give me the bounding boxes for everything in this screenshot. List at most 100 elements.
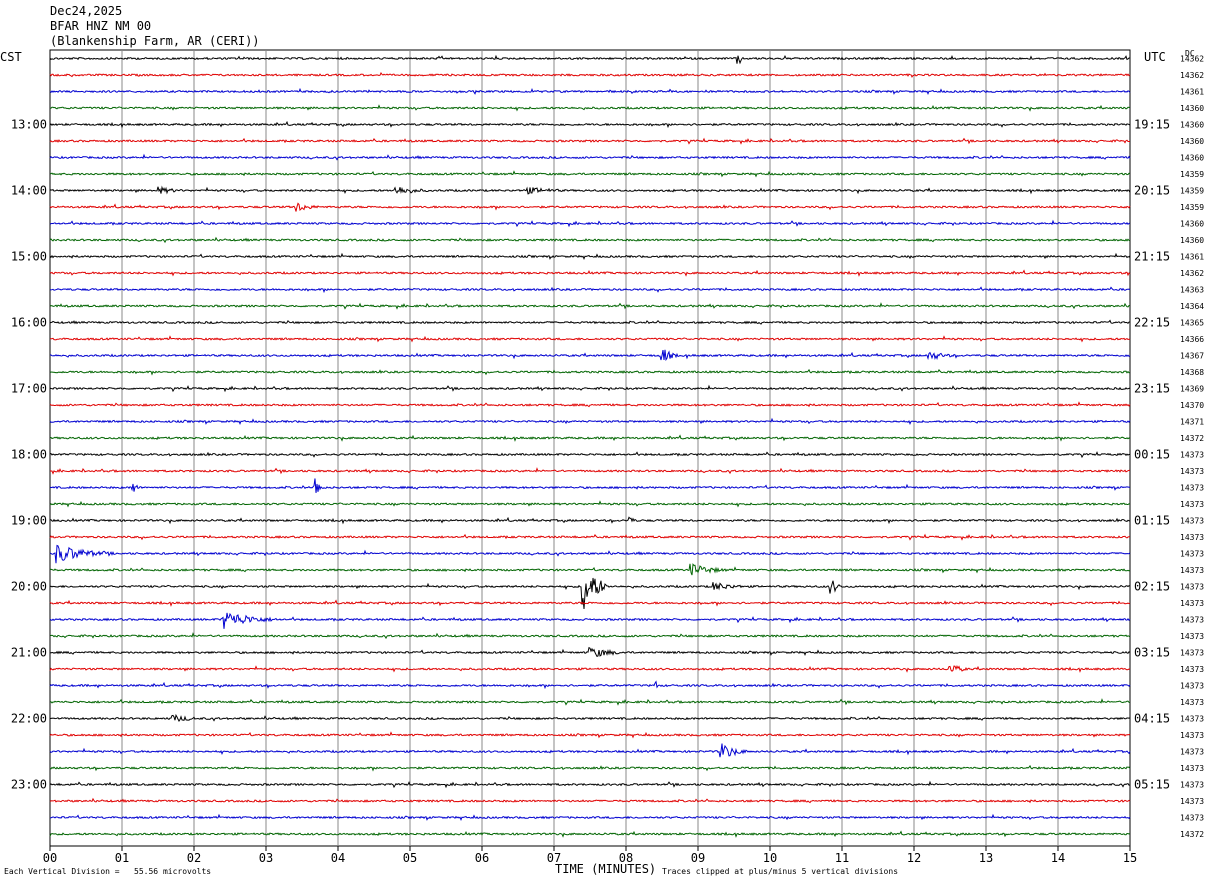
x-tick-label: 03 xyxy=(259,851,273,865)
trace-row xyxy=(49,54,1130,65)
dc-offset-label: 14373 xyxy=(1180,797,1204,806)
plot-frame xyxy=(49,49,1131,847)
trace-row xyxy=(49,764,1131,772)
dc-offset-label: 14360 xyxy=(1180,121,1204,130)
left-hour-label: 16:00 xyxy=(11,316,47,330)
dc-offset-label: 14372 xyxy=(1180,434,1204,443)
trace-row xyxy=(49,612,1131,629)
dc-offset-label: 14373 xyxy=(1180,781,1204,790)
left-hour-label: 22:00 xyxy=(11,712,47,726)
right-hour-label: 23:15 xyxy=(1134,382,1170,396)
x-tick-label: 15 xyxy=(1123,851,1137,865)
dc-offset-label: 14372 xyxy=(1180,830,1204,839)
dc-offset-label: 14373 xyxy=(1180,616,1204,625)
x-tick-label: 00 xyxy=(43,851,57,865)
trace-row xyxy=(49,533,1130,541)
dc-offset-label: 14373 xyxy=(1180,550,1204,559)
trace-row xyxy=(50,170,1131,178)
trace-row xyxy=(49,335,1131,343)
trace-row xyxy=(49,813,1131,822)
trace-row xyxy=(49,713,1131,722)
dc-offset-label: 14373 xyxy=(1180,632,1204,641)
right-hour-label: 04:15 xyxy=(1134,712,1170,726)
trace-row xyxy=(49,698,1131,706)
trace-row xyxy=(49,743,1131,758)
trace-row xyxy=(49,599,1131,607)
left-timezone-label: CST xyxy=(0,50,22,64)
x-tick-label: 07 xyxy=(547,851,561,865)
dc-offset-label: 14373 xyxy=(1180,517,1204,526)
dc-offset-label: 14373 xyxy=(1180,583,1204,592)
x-tick-label: 01 xyxy=(115,851,129,865)
trace-row xyxy=(50,434,1131,442)
x-tick-label: 05 xyxy=(403,851,417,865)
dc-offset-label: 14373 xyxy=(1180,484,1204,493)
dc-offset-label: 14360 xyxy=(1180,137,1204,146)
right-hour-label: 03:15 xyxy=(1134,646,1170,660)
dc-offset-label: 14362 xyxy=(1180,55,1204,64)
footer-scale-note: Each Vertical Division = 55.56 microvolt… xyxy=(4,867,212,876)
dc-offset-label: 14360 xyxy=(1180,220,1204,229)
dc-offset-label: 14365 xyxy=(1180,319,1204,328)
x-tick-label: 04 xyxy=(331,851,345,865)
x-tick-label: 12 xyxy=(907,851,921,865)
dc-offset-label: 14373 xyxy=(1180,500,1204,509)
dc-offset-label: 14361 xyxy=(1180,253,1204,262)
trace-row xyxy=(49,120,1131,129)
trace-row xyxy=(49,577,1131,610)
dc-offset-label: 14373 xyxy=(1180,764,1204,773)
dc-offset-label: 14368 xyxy=(1180,368,1204,377)
trace-row xyxy=(49,302,1131,310)
header-location: (Blankenship Farm, AR (CERI)) xyxy=(50,34,260,48)
dc-offset-label: 14370 xyxy=(1180,401,1204,410)
dc-offset-label: 14364 xyxy=(1180,302,1204,311)
dc-offset-label: 14373 xyxy=(1180,451,1204,460)
header-date: Dec24,2025 xyxy=(50,4,123,18)
trace-row xyxy=(49,219,1131,228)
x-tick-label: 08 xyxy=(619,851,633,865)
dc-offset-label: 14373 xyxy=(1180,467,1204,476)
trace-row xyxy=(49,731,1131,739)
dc-offset-label: 14373 xyxy=(1180,748,1204,757)
x-tick-label: 10 xyxy=(763,851,777,865)
right-hour-label: 21:15 xyxy=(1134,250,1170,264)
left-hour-label: 15:00 xyxy=(11,250,47,264)
dc-offset-label: 14371 xyxy=(1180,418,1204,427)
trace-row xyxy=(49,185,1131,195)
right-hour-label: 05:15 xyxy=(1134,778,1170,792)
trace-row xyxy=(49,417,1131,426)
right-hour-label: 20:15 xyxy=(1134,184,1170,198)
dc-offset-label: 14369 xyxy=(1180,385,1204,394)
trace-row xyxy=(49,137,1130,145)
trace-row xyxy=(49,104,1130,112)
left-hour-label: 20:00 xyxy=(11,580,47,594)
trace-row xyxy=(49,664,1131,673)
trace-row xyxy=(49,780,1130,789)
footer-clip-note: Traces clipped at plus/minus 5 vertical … xyxy=(662,867,899,876)
dc-offset-label: 14373 xyxy=(1180,814,1204,823)
trace-row xyxy=(49,516,1131,525)
x-tick-label: 14 xyxy=(1051,851,1065,865)
dc-offset-label: 14373 xyxy=(1180,649,1204,658)
left-hour-label: 18:00 xyxy=(11,448,47,462)
trace-row xyxy=(49,797,1131,804)
left-hour-label: 23:00 xyxy=(11,778,47,792)
trace-row xyxy=(49,368,1131,376)
dc-offset-label: 14373 xyxy=(1180,682,1204,691)
right-hour-label: 00:15 xyxy=(1134,448,1170,462)
trace-row xyxy=(49,680,1131,690)
trace-row xyxy=(49,319,1131,325)
x-tick-label: 11 xyxy=(835,851,849,865)
trace-row xyxy=(49,153,1131,161)
dc-offset-label: 14362 xyxy=(1180,269,1204,278)
dc-label: DC xyxy=(1185,49,1195,58)
dc-offset-label: 14373 xyxy=(1180,599,1204,608)
trace-row xyxy=(49,544,1131,564)
trace-row xyxy=(49,236,1131,244)
dc-offset-label: 14360 xyxy=(1180,154,1204,163)
header-station: BFAR HNZ NM 00 xyxy=(50,19,152,33)
trace-row xyxy=(49,646,1131,658)
dc-offset-label: 14373 xyxy=(1180,731,1204,740)
dc-offset-label: 14360 xyxy=(1180,104,1204,113)
